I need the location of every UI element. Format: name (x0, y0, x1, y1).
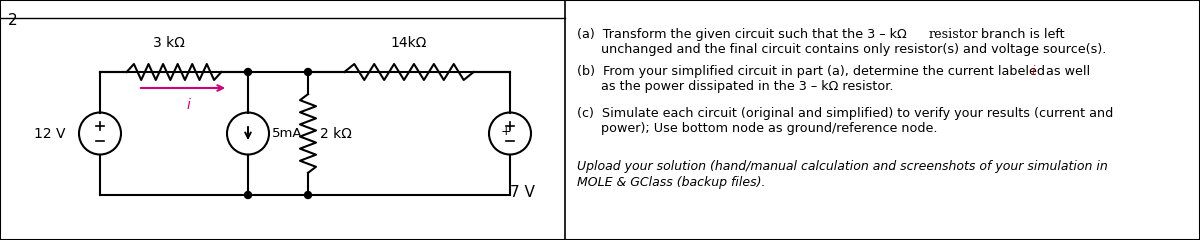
Circle shape (305, 68, 312, 76)
Text: 2: 2 (8, 13, 18, 28)
Circle shape (245, 68, 252, 76)
Text: unchanged and the final circuit contains only resistor(s) and voltage source(s).: unchanged and the final circuit contains… (577, 43, 1106, 56)
Text: branch is left: branch is left (977, 28, 1064, 41)
Text: as well: as well (1042, 65, 1090, 78)
Text: (a)  Transform the given circuit such that the 3 – kΩ: (a) Transform the given circuit such tha… (577, 28, 911, 41)
Text: 3 kΩ: 3 kΩ (154, 36, 185, 50)
Circle shape (245, 192, 252, 198)
Text: 14kΩ: 14kΩ (391, 36, 427, 50)
Text: 5mA: 5mA (272, 127, 302, 140)
Text: 12 V: 12 V (35, 126, 66, 140)
Text: as the power dissipated in the 3 – kΩ resistor.: as the power dissipated in the 3 – kΩ re… (577, 80, 894, 93)
Text: i: i (186, 98, 190, 112)
Circle shape (305, 192, 312, 198)
Text: (b)  From your simplified circuit in part (a), determine the current labeled: (b) From your simplified circuit in part… (577, 65, 1049, 78)
Text: Upload your solution (hand/manual calculation and screenshots of your simulation: Upload your solution (hand/manual calcul… (577, 160, 1108, 173)
Text: MOLE & GClass (backup files).: MOLE & GClass (backup files). (577, 176, 766, 189)
Text: power); Use bottom node as ground/reference node.: power); Use bottom node as ground/refere… (577, 122, 937, 135)
Text: 2 kΩ: 2 kΩ (320, 126, 352, 140)
Text: +: + (500, 125, 511, 138)
Text: (c)  Simulate each circuit (original and simplified) to verify your results (cur: (c) Simulate each circuit (original and … (577, 107, 1114, 120)
Text: 7 V: 7 V (510, 185, 535, 200)
Text: resistor: resistor (929, 28, 979, 41)
Text: i: i (1032, 65, 1036, 78)
